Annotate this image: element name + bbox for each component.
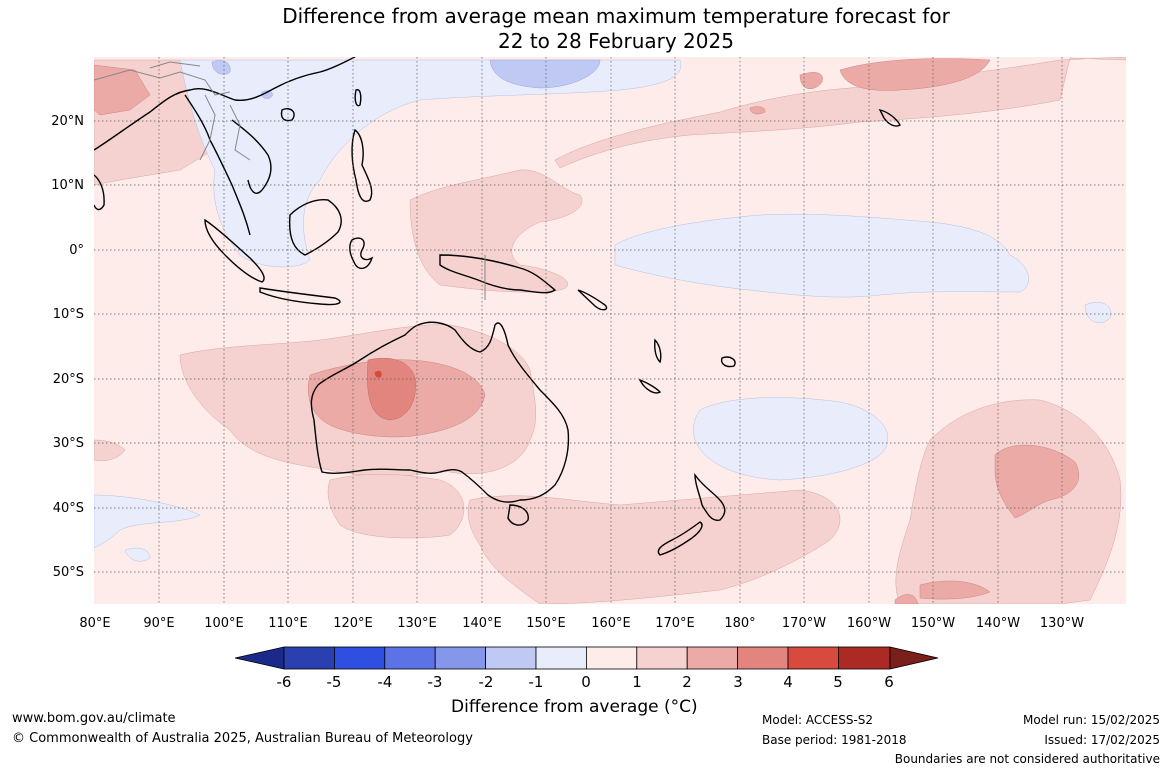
country-borders (94, 61, 486, 300)
colorbar-swatch (535, 646, 587, 670)
lon-label: 170°W (782, 616, 826, 631)
lat-label: 20°S (53, 372, 84, 387)
colorbar-swatch (787, 646, 839, 670)
colorbar-swatch (737, 646, 789, 670)
gridlines (94, 57, 1126, 604)
lat-label: 40°S (53, 501, 84, 516)
colorbar-swatch (283, 646, 335, 670)
colorbar-tick: -2 (479, 673, 494, 691)
lon-label: 80°E (79, 616, 110, 631)
colorbar-tick: 4 (783, 673, 793, 691)
anomaly-neg2-neg1 (211, 59, 601, 99)
colorbar-tick: -3 (428, 673, 443, 691)
lon-label: 170°E (655, 616, 695, 631)
title-line-2: 22 to 28 February 2025 (498, 29, 734, 53)
lat-label: 50°S (53, 565, 84, 580)
footer-model-run: Model run: 15/02/2025 (1022, 713, 1160, 727)
anomaly-4-5 (374, 370, 382, 378)
footer-model: Model: ACCESS-S2 (762, 713, 874, 727)
colorbar-swatch (485, 646, 537, 670)
colorbar-swatch (384, 646, 436, 670)
lon-label: 180° (724, 616, 755, 631)
colorbar-swatch (686, 646, 739, 670)
lat-label: 0° (69, 243, 84, 258)
lon-label: 150°E (526, 616, 566, 631)
lon-label: 110°E (268, 616, 308, 631)
title-line-1: Difference from average mean maximum tem… (282, 4, 950, 28)
lon-label: 130°W (1040, 616, 1084, 631)
lon-label: 160°W (847, 616, 891, 631)
coastlines (94, 57, 901, 556)
colorbar-tick: 0 (581, 673, 591, 691)
colorbar-tick-labels: -6 -5 -4 -3 -2 -1 0 1 2 3 4 5 6 (277, 673, 894, 691)
lon-label: 90°E (143, 616, 174, 631)
colorbar-swatch (586, 646, 638, 670)
colorbar-tick: -5 (327, 673, 342, 691)
lon-label: 130°E (397, 616, 437, 631)
footer-issued: Issued: 17/02/2025 (1044, 733, 1160, 747)
chart-title: Difference from average mean maximum tem… (0, 4, 1173, 54)
colorbar-swatch (434, 646, 487, 670)
latitude-labels: 20°N 10°N 0° 10°S 20°S 30°S 40°S 50°S (51, 114, 84, 580)
footer-disclaimer: Boundaries are not considered authoritat… (894, 752, 1160, 766)
lon-label: 140°E (462, 616, 502, 631)
colorbar-tick: 1 (632, 673, 642, 691)
colorbar-title: Difference from average (°C) (451, 697, 698, 717)
colorbar-below-arrow (234, 646, 285, 670)
lon-label: 140°W (976, 616, 1020, 631)
anomaly-field (94, 57, 1126, 604)
lon-label: 150°W (911, 616, 955, 631)
colorbar-tick: 5 (833, 673, 843, 691)
colorbar-tick: -4 (378, 673, 393, 691)
colorbar-swatch (838, 646, 891, 670)
longitude-labels: 80°E 90°E 100°E 110°E 120°E 130°E 140°E … (79, 616, 1084, 631)
lon-label: 120°E (333, 616, 373, 631)
colorbar-tick: 3 (733, 673, 743, 691)
footer-base-period: Base period: 1981-2018 (762, 733, 907, 747)
footer-url: www.bom.gov.au/climate (12, 711, 176, 726)
colorbar-swatch (636, 646, 688, 670)
lat-label: 30°S (53, 436, 84, 451)
lon-label: 100°E (204, 616, 244, 631)
colorbar-tick: 2 (682, 673, 692, 691)
lat-label: 10°N (51, 178, 84, 193)
colorbar (234, 646, 939, 670)
colorbar-tick: 6 (884, 673, 894, 691)
lon-label: 160°E (591, 616, 631, 631)
colorbar-tick: -1 (529, 673, 544, 691)
lat-label: 10°S (53, 307, 84, 322)
footer-copyright: © Commonwealth of Australia 2025, Austra… (12, 731, 473, 746)
anomaly-neg1-0 (94, 59, 1112, 562)
colorbar-swatch (333, 646, 386, 670)
colorbar-tick: -6 (277, 673, 292, 691)
lat-label: 20°N (51, 114, 84, 129)
colorbar-above-arrow (889, 646, 939, 670)
